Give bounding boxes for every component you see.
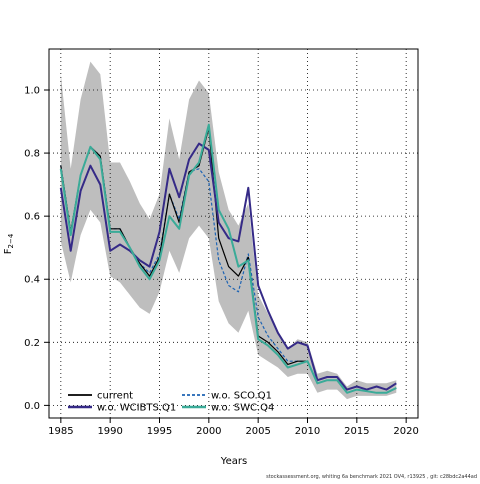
series-line-w-o-swc-q4 xyxy=(59,123,397,394)
footnote: stockassessment.org, whiting 6a benchmar… xyxy=(266,474,477,480)
y-axis-title: F2−4 xyxy=(3,233,15,254)
y-tick-label: 0.6 xyxy=(24,212,40,223)
legend-label: w.o. WCIBTS.Q1 xyxy=(97,403,176,414)
x-axis: 1985 1990 1995 2000 2005 2010 2015 2020 xyxy=(48,418,419,437)
y-axis: 0.0 0.2 0.4 0.6 0.8 1.0 xyxy=(24,86,49,412)
x-tick-label: 2000 xyxy=(196,426,221,437)
y-axis-title-subscript: 2−4 xyxy=(7,233,15,248)
x-tick-label: 2010 xyxy=(295,426,320,437)
y-tick-label: 0.2 xyxy=(24,338,40,349)
x-tick-label: 2015 xyxy=(344,426,369,437)
series-layer xyxy=(59,123,397,394)
x-tick-label: 2020 xyxy=(393,426,418,437)
y-tick-label: 1.0 xyxy=(24,86,40,97)
x-tick-label: 1990 xyxy=(97,426,122,437)
x-tick-label: 1985 xyxy=(48,426,73,437)
legend-label: w.o. SCO.Q1 xyxy=(211,391,272,402)
x-tick-label: 2005 xyxy=(245,426,270,437)
legend-label: w.o. SWC.Q4 xyxy=(211,403,274,414)
legend-label: current xyxy=(97,391,133,402)
y-axis-title-main: F xyxy=(3,248,14,254)
plot-frame xyxy=(48,48,419,419)
y-tick-label: 0.4 xyxy=(24,275,40,286)
y-tick-label: 0.0 xyxy=(24,401,40,412)
y-tick-label: 0.8 xyxy=(24,149,40,160)
x-axis-title: Years xyxy=(220,456,247,467)
x-tick-label: 1995 xyxy=(147,426,172,437)
series-line-w-o-wcibts-q1 xyxy=(59,142,397,391)
